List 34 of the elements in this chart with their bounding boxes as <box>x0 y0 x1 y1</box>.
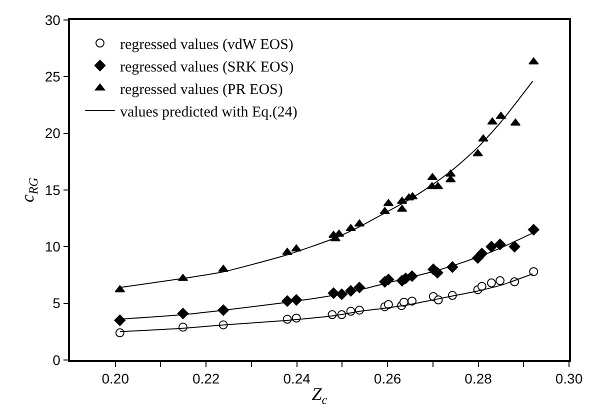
y-tick-label: 30 <box>44 12 61 28</box>
point <box>472 149 483 156</box>
x-tick-label: 0.28 <box>464 370 492 387</box>
point <box>496 276 505 286</box>
point <box>477 282 486 291</box>
point <box>486 240 498 252</box>
point <box>384 300 393 309</box>
legend-label: regressed values (SRK EOS) <box>120 59 294 76</box>
y-tick-label: 20 <box>44 125 61 142</box>
point <box>282 248 292 255</box>
x-tick-label: 0.22 <box>192 370 220 387</box>
legend-label: values predicted with Eq.(24) <box>120 104 298 120</box>
x-tick-label: 0.20 <box>102 370 130 387</box>
y-tick-label: 25 <box>44 68 61 85</box>
legend-label: regressed values (vdW EOS) <box>120 36 294 53</box>
point <box>508 240 520 252</box>
point <box>494 238 506 250</box>
point <box>528 57 539 64</box>
point <box>115 328 124 338</box>
y-tick-label: 10 <box>44 238 61 255</box>
x-tick-label: 0.30 <box>555 370 583 387</box>
y-tick-label: 0 <box>52 352 61 368</box>
x-axis-title: Z$_{c}$ <box>312 384 328 407</box>
point <box>354 282 366 294</box>
legend-label: regressed values (PR EOS) <box>120 82 283 98</box>
y-tick-label: 5 <box>52 295 61 312</box>
point <box>291 244 302 252</box>
point <box>486 278 496 288</box>
point <box>114 314 126 326</box>
x-tick-label: 0.24 <box>283 370 311 387</box>
y-tick-label: 15 <box>44 182 61 198</box>
x-tick-label: 0.26 <box>374 370 402 387</box>
point <box>528 224 540 236</box>
point <box>529 267 538 276</box>
